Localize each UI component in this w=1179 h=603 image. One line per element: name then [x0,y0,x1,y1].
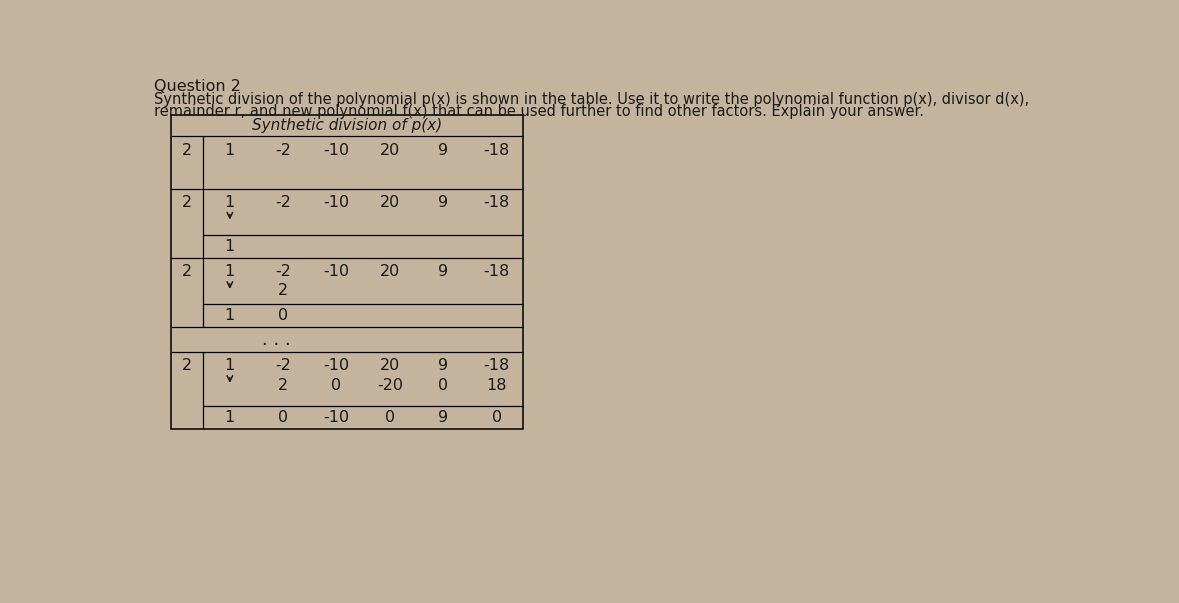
Text: 2: 2 [278,283,288,298]
Text: 0: 0 [384,410,395,425]
Text: remainder r, and new polynomial f(x) that can be used further to find other fact: remainder r, and new polynomial f(x) tha… [153,104,923,119]
Text: 1: 1 [225,358,235,373]
Text: 0: 0 [331,378,342,393]
Text: -2: -2 [275,195,291,210]
Bar [171,115,523,429]
Text: 0: 0 [278,410,288,425]
Text: -18: -18 [483,264,509,279]
Text: 1: 1 [225,264,235,279]
Text: -10: -10 [323,358,350,373]
Text: 2: 2 [182,195,192,210]
Text: 2: 2 [182,264,192,279]
Text: 1: 1 [225,308,235,323]
Text: 9: 9 [439,264,448,279]
Text: 9: 9 [439,410,448,425]
Text: -10: -10 [323,195,350,210]
Text: 20: 20 [380,143,400,157]
Text: . . .: . . . [262,330,291,349]
Text: 1: 1 [225,239,235,254]
Text: -18: -18 [483,195,509,210]
Text: 0: 0 [278,308,288,323]
Text: 20: 20 [380,195,400,210]
Text: 18: 18 [486,378,507,393]
Text: -2: -2 [275,264,291,279]
Text: -10: -10 [323,264,350,279]
Text: Synthetic division of the polynomial p(x) is shown in the table. Use it to write: Synthetic division of the polynomial p(x… [153,92,1029,107]
Text: 1: 1 [225,410,235,425]
Text: -20: -20 [377,378,403,393]
Text: 2: 2 [182,143,192,157]
Text: -2: -2 [275,143,291,157]
Text: 9: 9 [439,143,448,157]
Text: 2: 2 [182,358,192,373]
Text: 1: 1 [225,195,235,210]
Text: -2: -2 [275,358,291,373]
Text: -18: -18 [483,143,509,157]
Text: -10: -10 [323,410,350,425]
Text: 20: 20 [380,264,400,279]
Text: 9: 9 [439,195,448,210]
Text: -18: -18 [483,358,509,373]
Text: -10: -10 [323,143,350,157]
Text: 2: 2 [278,378,288,393]
Text: 0: 0 [492,410,501,425]
Text: 0: 0 [439,378,448,393]
Text: 20: 20 [380,358,400,373]
Text: Question 2: Question 2 [153,79,241,94]
Text: 1: 1 [225,143,235,157]
Text: 9: 9 [439,358,448,373]
Text: Synthetic division of p(x): Synthetic division of p(x) [252,118,442,133]
